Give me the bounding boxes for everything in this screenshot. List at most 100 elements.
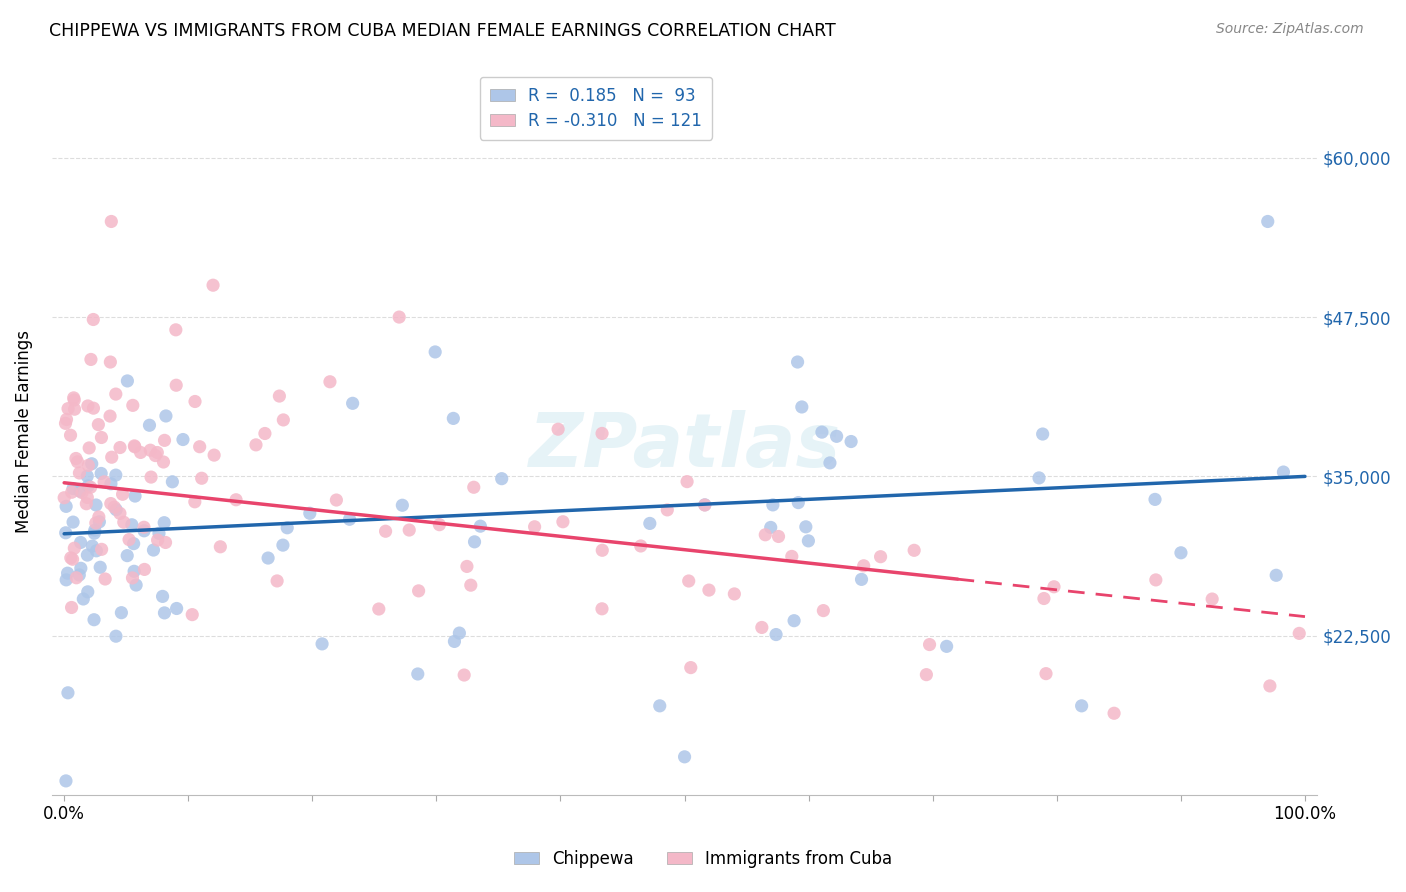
Point — [53, 491, 76, 505]
Point — [93, 475, 115, 489]
Point — [391, 498, 413, 512]
Point — [648, 698, 671, 713]
Point — [105, 502, 128, 516]
Point — [148, 526, 170, 541]
Point — [591, 543, 613, 558]
Point — [523, 520, 546, 534]
Point — [443, 634, 465, 648]
Point — [89, 560, 111, 574]
Point — [60, 485, 83, 500]
Point — [202, 448, 225, 462]
Point — [257, 551, 280, 566]
Point — [132, 524, 155, 538]
Point — [678, 574, 700, 588]
Point — [463, 480, 485, 494]
Point — [851, 573, 873, 587]
Point — [134, 562, 156, 576]
Point — [172, 433, 194, 447]
Point — [62, 391, 84, 405]
Point — [100, 497, 122, 511]
Point — [82, 401, 104, 416]
Point — [165, 323, 187, 337]
Point — [1043, 580, 1066, 594]
Point — [266, 574, 288, 588]
Point — [75, 497, 97, 511]
Point — [762, 498, 785, 512]
Point — [181, 607, 204, 622]
Point — [108, 441, 131, 455]
Point — [76, 399, 98, 413]
Point — [298, 506, 321, 520]
Point — [139, 470, 162, 484]
Point — [76, 491, 98, 505]
Point — [271, 538, 294, 552]
Point — [1070, 698, 1092, 713]
Point — [110, 606, 132, 620]
Point — [89, 515, 111, 529]
Point — [69, 535, 91, 549]
Point — [117, 374, 139, 388]
Point — [84, 516, 107, 530]
Point — [59, 550, 82, 565]
Point — [697, 583, 720, 598]
Point — [67, 568, 90, 582]
Point — [768, 529, 790, 543]
Point — [122, 536, 145, 550]
Point — [723, 587, 745, 601]
Point — [869, 549, 891, 564]
Point — [825, 429, 848, 443]
Point — [70, 485, 93, 500]
Point — [245, 438, 267, 452]
Point — [90, 542, 112, 557]
Point — [673, 749, 696, 764]
Point — [456, 559, 478, 574]
Point — [1288, 626, 1310, 640]
Point — [679, 660, 702, 674]
Point — [915, 667, 938, 681]
Point — [65, 451, 87, 466]
Point — [118, 533, 141, 547]
Point — [398, 523, 420, 537]
Point — [1258, 679, 1281, 693]
Point — [100, 214, 122, 228]
Point — [790, 400, 813, 414]
Point — [80, 457, 103, 471]
Point — [55, 525, 77, 540]
Point — [63, 392, 86, 407]
Point — [1143, 492, 1166, 507]
Point — [69, 484, 91, 499]
Point — [90, 430, 112, 444]
Point — [155, 409, 177, 423]
Point — [786, 355, 808, 369]
Point — [108, 507, 131, 521]
Point — [166, 601, 188, 615]
Point — [104, 468, 127, 483]
Point — [470, 519, 492, 533]
Point — [591, 426, 613, 441]
Point — [551, 515, 574, 529]
Point — [184, 394, 207, 409]
Point — [460, 578, 482, 592]
Point — [162, 475, 184, 489]
Point — [79, 480, 101, 494]
Point — [630, 539, 652, 553]
Point — [76, 469, 98, 483]
Point — [112, 515, 135, 529]
Text: CHIPPEWA VS IMMIGRANTS FROM CUBA MEDIAN FEMALE EARNINGS CORRELATION CHART: CHIPPEWA VS IMMIGRANTS FROM CUBA MEDIAN … — [49, 22, 837, 40]
Point — [759, 520, 782, 534]
Point — [1102, 706, 1125, 721]
Point — [80, 352, 103, 367]
Point — [83, 613, 105, 627]
Point — [125, 578, 148, 592]
Point — [69, 561, 91, 575]
Point — [76, 548, 98, 562]
Point — [339, 512, 361, 526]
Point — [84, 498, 107, 512]
Point — [121, 517, 143, 532]
Point — [152, 590, 174, 604]
Point — [342, 396, 364, 410]
Point — [62, 515, 84, 529]
Point — [276, 521, 298, 535]
Point — [935, 640, 957, 654]
Point — [657, 503, 679, 517]
